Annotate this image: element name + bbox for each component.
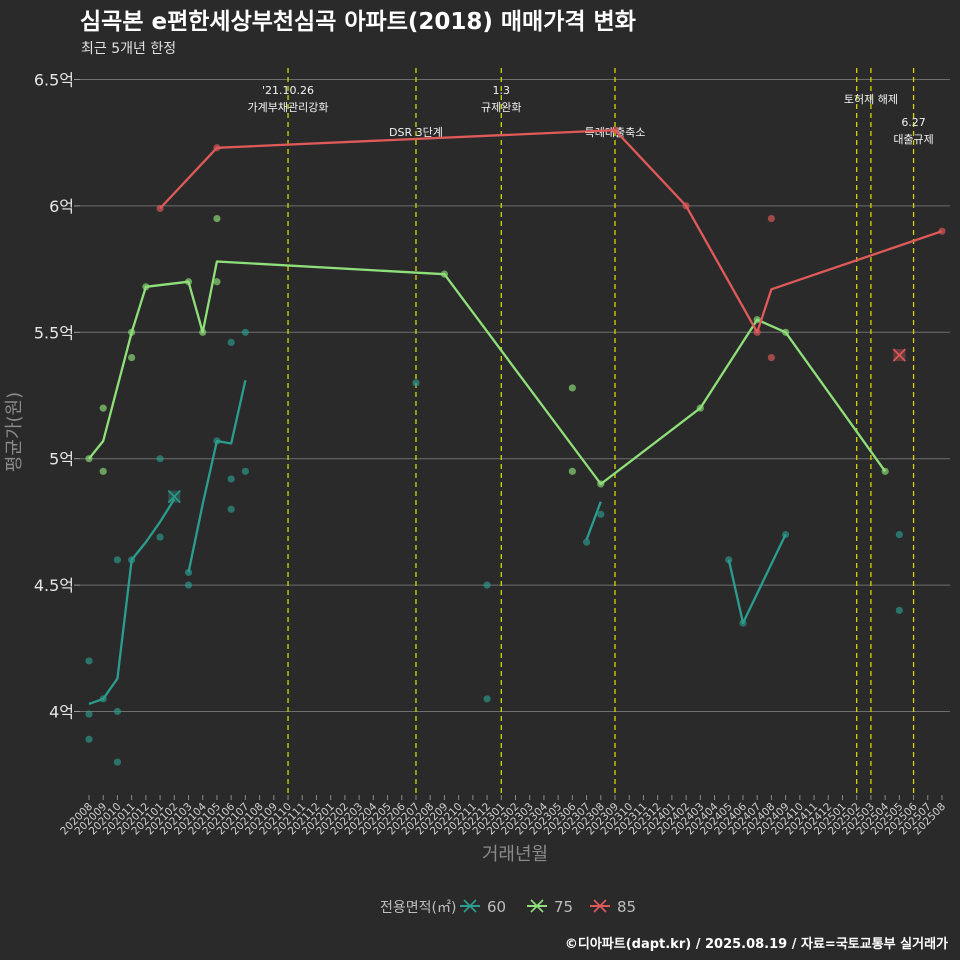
data-point (99, 404, 107, 412)
chart-title: 심곡본 e편한세상부천심곡 아파트(2018) 매매가격 변화 (80, 9, 636, 35)
chart-subtitle: 최근 5개년 한정 (81, 41, 176, 57)
caption: ©디아파트(dapt.kr) / 2025.08.19 / 자료=국토교통부 실… (565, 936, 948, 952)
data-point (156, 455, 164, 463)
data-point (412, 379, 420, 387)
data-point (582, 538, 591, 546)
data-point (241, 467, 249, 475)
legend-marker (593, 899, 607, 913)
data-point (568, 384, 576, 392)
x-axis-title: 거래년월 (482, 844, 548, 865)
data-point (113, 707, 122, 716)
y-tick-labels: 4억 4.5억 5억 5.5억 6억 6.5억 (34, 71, 74, 722)
series-line (585, 501, 602, 541)
annotation-line: 토허제 해제 (844, 92, 898, 106)
series-75 (85, 214, 889, 488)
data-point (895, 606, 903, 614)
x-marker (892, 348, 906, 362)
legend-label: 85 (617, 898, 636, 916)
y-tick-label: 4억 (49, 703, 74, 722)
y-axis-title: 평균가(원) (4, 392, 25, 472)
data-point (128, 353, 136, 362)
series-line (88, 498, 176, 705)
data-point (113, 556, 122, 564)
annotation-line: 1.3 (493, 84, 511, 97)
data-point (597, 510, 605, 518)
policy-annotation: 1.3 규제완화 (481, 84, 521, 114)
series-line (187, 380, 247, 573)
data-point (767, 353, 776, 362)
data-point (483, 695, 491, 703)
legend-marker (463, 899, 477, 913)
data-point (227, 338, 235, 347)
annotation-line: 가계부채관리강화 (248, 101, 329, 114)
annotation-line: DSR 3단계 (389, 126, 443, 139)
data-point (895, 530, 903, 539)
data-point (156, 533, 164, 541)
policy-annotation: '21.10.26 가계부채관리강화 (248, 84, 329, 114)
y-tick-label: 5억 (49, 450, 74, 469)
data-point (483, 581, 491, 589)
data-point (85, 710, 93, 718)
series-line (88, 260, 887, 486)
data-point (568, 467, 576, 475)
plot-area (85, 126, 946, 766)
y-tick-label: 5.5억 (34, 323, 74, 342)
annotation-line: 6.27 (901, 116, 926, 129)
legend: 전용면적(㎡) 60 75 85 (380, 898, 636, 916)
series-85 (156, 126, 946, 362)
annotation-line: 대출규제 (893, 133, 933, 146)
annotation-line: 규제완화 (481, 101, 521, 114)
policy-annotation: DSR 3단계 (389, 126, 443, 139)
data-point (241, 328, 249, 336)
legend-label: 75 (554, 898, 573, 916)
data-point (99, 467, 107, 475)
policy-annotation: 6.27 대출규제 (893, 116, 933, 146)
y-tick-label: 4.5억 (34, 576, 74, 595)
x-tick-labels: 2020082020092020102020112020122021012021… (58, 795, 948, 837)
legend-marker (530, 899, 544, 913)
data-point (85, 657, 93, 665)
annotation-line: '21.10.26 (262, 84, 314, 97)
data-point (85, 735, 93, 743)
data-point (184, 581, 193, 589)
policy-annotation: 토허제 해제 (844, 92, 898, 106)
y-gridlines (74, 79, 950, 712)
data-point (113, 758, 122, 766)
series-line (727, 534, 787, 625)
data-point (213, 214, 221, 223)
legend-title: 전용면적(㎡) (380, 900, 456, 916)
data-point (213, 278, 221, 286)
data-point (227, 475, 235, 483)
data-point (767, 214, 776, 223)
series-line (159, 128, 943, 334)
series-60 (85, 328, 903, 766)
y-tick-label: 6억 (49, 197, 74, 216)
legend-label: 60 (487, 898, 506, 916)
x-marker (167, 490, 181, 504)
data-point (227, 505, 235, 513)
y-tick-label: 6.5억 (34, 71, 74, 90)
